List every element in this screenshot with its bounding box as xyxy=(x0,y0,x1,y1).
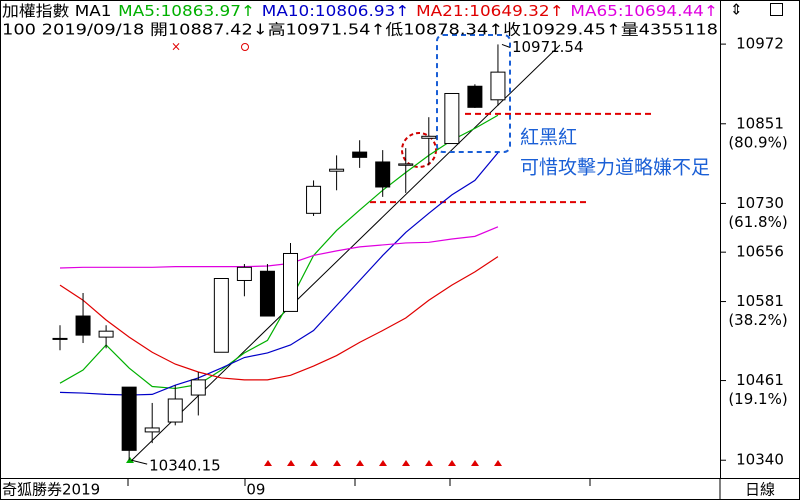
candle-body xyxy=(259,270,275,317)
signal-markers xyxy=(264,460,502,466)
candle-body xyxy=(467,85,483,108)
signal-marker xyxy=(402,460,410,466)
header-line: 加權指數 MA1 MA5:10863.97↑ MA10:10806.93↑ MA21:… xyxy=(2,2,718,20)
signal-marker xyxy=(126,457,134,463)
info-line: 100 2019/09/18 開10887.42↓高10971.54↑低1087… xyxy=(2,21,718,39)
sell-mark: × xyxy=(171,40,181,54)
signal-marker xyxy=(333,460,341,466)
candle-body xyxy=(375,161,391,188)
ma-line xyxy=(59,114,499,390)
signal-marker xyxy=(287,460,295,466)
signal-marker xyxy=(264,460,272,466)
footer-ticks xyxy=(127,478,721,500)
candle-body xyxy=(352,151,368,158)
y-tick-label: 10851 xyxy=(736,114,784,132)
candle-body xyxy=(121,386,137,451)
y-tick-label: 10581 xyxy=(736,292,784,310)
candle-body xyxy=(490,71,506,101)
candle-body xyxy=(98,330,114,338)
y-tick-label: 10656 xyxy=(736,243,784,261)
highlight-box xyxy=(436,34,511,153)
signal-marker xyxy=(494,460,502,466)
signal-marker xyxy=(356,460,364,466)
ma-line xyxy=(59,256,499,381)
label-leader xyxy=(501,43,511,48)
footer-right: 日線 xyxy=(745,481,775,499)
legend-entry: MA5:10863.97↑ xyxy=(118,2,255,20)
candle-body xyxy=(421,135,437,139)
signal-marker xyxy=(425,460,433,466)
y-tick-label: 10340 xyxy=(736,451,784,469)
icon-window[interactable] xyxy=(770,3,783,16)
fib-label: (61.8%) xyxy=(728,213,787,231)
y-tick-label: 10461 xyxy=(736,371,784,389)
signal-marker xyxy=(471,460,479,466)
legend-entry: MA10:10806.93↑ xyxy=(262,2,410,20)
candle-body xyxy=(167,398,183,423)
y-tick-label: 10730 xyxy=(736,194,784,212)
candle-body xyxy=(52,337,68,340)
note: 紅黑紅 xyxy=(520,127,577,149)
fib-label: (80.9%) xyxy=(728,133,787,151)
x-tick-label: 09 xyxy=(246,481,265,499)
candle-body xyxy=(190,379,206,396)
candle-body xyxy=(213,278,229,353)
legend-entry: MA65:10694.44↑ xyxy=(570,2,718,20)
signal-marker xyxy=(379,460,387,466)
note: 可惜攻擊力道略嫌不足 xyxy=(520,157,710,179)
candle-body xyxy=(398,163,414,166)
icon-updown[interactable]: ⇕ xyxy=(730,1,743,19)
candle-body xyxy=(283,252,298,312)
ma-line xyxy=(59,226,499,269)
signal-marker xyxy=(448,460,456,466)
signal-marker xyxy=(310,460,318,466)
chart-title: 加權指數 MA1 xyxy=(2,2,111,20)
legend-entry: MA21:10649.32↑ xyxy=(416,2,564,20)
label-leader xyxy=(131,459,148,465)
fib-label: (19.1%) xyxy=(728,390,787,408)
candle-body xyxy=(444,92,460,145)
footer-left: 奇狐勝券2019 xyxy=(2,481,100,499)
candle-body xyxy=(144,427,160,433)
buy-mark xyxy=(241,43,249,51)
y-tick-label: 10972 xyxy=(736,35,784,53)
candle-body xyxy=(75,315,91,336)
high-label: 10971.54 xyxy=(512,38,584,56)
candle-body xyxy=(236,266,252,281)
low-label: 10340.15 xyxy=(149,457,221,475)
fib-label: (38.2%) xyxy=(728,311,787,329)
candle-body xyxy=(329,168,345,172)
candle-body xyxy=(306,185,322,214)
